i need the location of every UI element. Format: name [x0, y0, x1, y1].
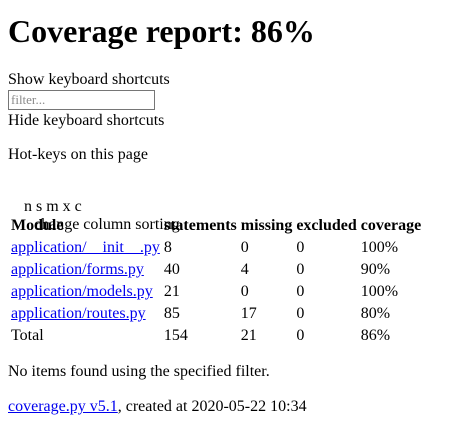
show-keyboard-shortcuts-button[interactable]: Show keyboard shortcuts — [8, 71, 170, 88]
missing-cell: 0 — [240, 239, 249, 256]
coverage-cell: 100% — [360, 283, 399, 300]
excluded-cell: 0 — [296, 283, 305, 300]
footer: coverage.py v5.1, created at 2020-05-22 … — [8, 398, 307, 416]
created-timestamp: , created at 2020-05-22 10:34 — [117, 398, 307, 415]
table-row: application/models.py 21 0 0 100% — [10, 282, 422, 302]
missing-cell: 17 — [240, 305, 257, 322]
module-link[interactable]: application/forms.py — [11, 261, 144, 278]
coverage-cell: 90% — [360, 261, 391, 278]
statements-cell: 8 — [163, 239, 172, 256]
total-label: Total — [11, 327, 44, 344]
no-items-message: No items found using the specified filte… — [8, 363, 270, 380]
column-header-missing[interactable]: missing — [240, 217, 293, 234]
coverage-table: Module statements missing excluded cover… — [8, 214, 424, 348]
coverage-version-link[interactable]: coverage.py v5.1 — [8, 398, 118, 415]
table-row: application/routes.py 85 17 0 80% — [10, 304, 422, 324]
hotkeys-keys: n s m x c — [24, 198, 82, 215]
column-header-excluded[interactable]: excluded — [296, 217, 357, 234]
excluded-cell: 0 — [296, 305, 305, 322]
column-header-coverage[interactable]: coverage — [360, 217, 422, 234]
module-link[interactable]: application/models.py — [11, 283, 153, 300]
page-title: Coverage report: 86% — [8, 13, 315, 49]
coverage-cell: 100% — [360, 239, 399, 256]
statements-cell: 21 — [163, 283, 180, 300]
statements-cell: 85 — [163, 305, 180, 322]
hotkeys-row: n s m x c change column sorting — [8, 180, 180, 252]
total-coverage: 86% — [360, 327, 391, 344]
excluded-cell: 0 — [296, 261, 305, 278]
table-row: application/__init__.py 8 0 0 100% — [10, 238, 422, 258]
module-link[interactable]: application/routes.py — [11, 305, 146, 322]
hotkeys-title: Hot-keys on this page — [8, 146, 148, 163]
hotkeys-description: change column sorting — [34, 216, 180, 233]
column-header-module[interactable]: Module — [11, 217, 64, 234]
table-total-row: Total 154 21 0 86% — [10, 326, 422, 346]
filter-input[interactable] — [8, 90, 155, 110]
missing-cell: 4 — [240, 261, 249, 278]
module-link[interactable]: application/__init__.py — [11, 239, 160, 256]
column-header-statements[interactable]: statements — [163, 217, 237, 234]
table-header-row: Module statements missing excluded cover… — [10, 216, 422, 236]
missing-cell: 0 — [240, 283, 249, 300]
statements-cell: 40 — [163, 261, 180, 278]
total-excluded: 0 — [296, 327, 305, 344]
coverage-cell: 80% — [360, 305, 391, 322]
hide-keyboard-shortcuts-button[interactable]: Hide keyboard shortcuts — [8, 112, 165, 129]
table-row: application/forms.py 40 4 0 90% — [10, 260, 422, 280]
total-missing: 21 — [240, 327, 257, 344]
total-statements: 154 — [163, 327, 188, 344]
excluded-cell: 0 — [296, 239, 305, 256]
